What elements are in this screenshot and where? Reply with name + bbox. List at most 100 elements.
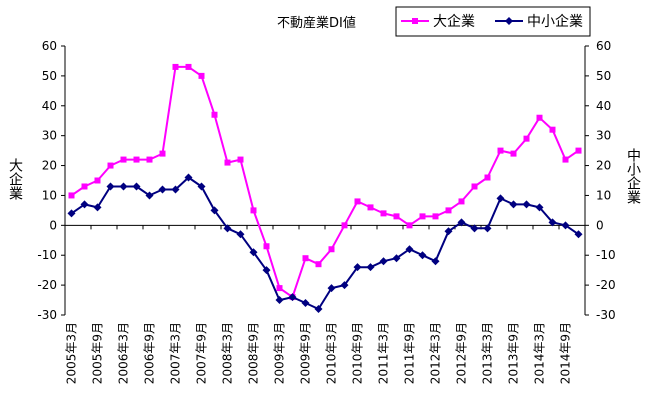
data-point-large-companies: [575, 147, 582, 154]
series-large-companies: [68, 63, 582, 301]
x-axis-tick-label: 2008年3月: [221, 322, 235, 384]
data-point-small-medium-companies: [327, 284, 336, 293]
data-point-small-medium-companies: [288, 293, 297, 302]
data-point-large-companies: [458, 198, 465, 205]
x-axis-tick-label: 2014年9月: [559, 322, 573, 384]
data-point-large-companies: [497, 147, 504, 154]
data-point-large-companies: [81, 183, 88, 190]
data-point-large-companies: [185, 63, 192, 70]
data-point-small-medium-companies: [535, 203, 544, 212]
data-point-large-companies: [172, 63, 179, 70]
data-point-large-companies: [107, 162, 114, 169]
data-point-small-medium-companies: [145, 191, 154, 200]
data-point-large-companies: [341, 222, 348, 229]
y-axis-left-tick-label: 10: [42, 188, 57, 202]
data-point-small-medium-companies: [561, 221, 570, 230]
series-small-medium-companies: [67, 173, 583, 314]
data-point-large-companies: [68, 192, 75, 199]
data-point-small-medium-companies: [106, 182, 115, 191]
y-axis-left-tick-label: 0: [49, 218, 57, 232]
data-point-large-companies: [159, 150, 166, 157]
y-axis-left-tick-label: 30: [42, 129, 57, 143]
legend: 大企業 中小企業: [395, 6, 591, 37]
y-axis-right-tick-label: 20: [596, 159, 611, 173]
data-point-large-companies: [146, 156, 153, 163]
data-point-small-medium-companies: [132, 182, 141, 191]
x-axis-tick-label: 2010年9月: [351, 322, 365, 384]
data-point-large-companies: [445, 207, 452, 214]
y-axis-right-tick-label: 50: [596, 69, 611, 83]
x-axis-tick-label: 2014年3月: [533, 322, 547, 384]
data-point-small-medium-companies: [262, 266, 271, 275]
data-point-small-medium-companies: [392, 254, 401, 263]
data-point-small-medium-companies: [470, 224, 479, 233]
data-point-large-companies: [198, 72, 205, 79]
data-point-large-companies: [367, 204, 374, 211]
series-line-small-medium-companies: [70, 176, 580, 310]
y-axis-left-tick-label: -30: [37, 308, 57, 322]
data-point-small-medium-companies: [236, 230, 245, 239]
x-axis-tick-label: 2008年9月: [247, 322, 261, 384]
data-point-small-medium-companies: [301, 299, 310, 308]
data-point-large-companies: [484, 174, 491, 181]
data-point-small-medium-companies: [275, 296, 284, 305]
data-point-small-medium-companies: [119, 182, 128, 191]
data-point-small-medium-companies: [158, 185, 167, 194]
data-point-small-medium-companies: [67, 209, 76, 218]
y-axis-left-tick-label: 50: [42, 69, 57, 83]
data-point-large-companies: [224, 159, 231, 166]
data-point-small-medium-companies: [184, 173, 193, 182]
x-axis-tick-label: 2013年3月: [481, 322, 495, 384]
data-point-large-companies: [276, 285, 283, 292]
data-point-small-medium-companies: [496, 194, 505, 203]
y-axis-right-tick-label: 40: [596, 99, 611, 113]
legend-label-small-medium-companies: 中小企業: [527, 13, 583, 30]
data-point-large-companies: [536, 114, 543, 121]
y-axis-left-tick-label: -10: [37, 248, 57, 262]
data-point-large-companies: [211, 111, 218, 118]
data-point-small-medium-companies: [405, 245, 414, 254]
data-point-large-companies: [315, 261, 322, 268]
x-axis-tick-label: 2006年9月: [143, 322, 157, 384]
data-point-large-companies: [419, 213, 426, 220]
data-point-small-medium-companies: [483, 224, 492, 233]
legend-label-large-companies: 大企業: [433, 13, 475, 30]
data-point-large-companies: [328, 246, 335, 253]
axes: 60 50 40 30 20 10 0 -10 -20 -30 60 50 40 30 20 10 0 -10 -2…: [37, 39, 615, 384]
data-point-small-medium-companies: [249, 248, 258, 257]
data-point-large-companies: [250, 207, 257, 214]
x-axis-tick-label: 2011年9月: [403, 322, 417, 384]
y-axis-left-tick-label: 60: [42, 39, 57, 53]
x-axis-tick-label: 2005年3月: [65, 322, 79, 384]
data-point-large-companies: [263, 243, 270, 250]
x-axis-tick-label: 2007年3月: [169, 322, 183, 384]
data-point-small-medium-companies: [431, 257, 440, 266]
data-point-large-companies: [432, 213, 439, 220]
data-point-small-medium-companies: [353, 263, 362, 272]
data-point-small-medium-companies: [197, 182, 206, 191]
x-axis-tick-label: 2012年3月: [429, 322, 443, 384]
x-axis-tick-label: 2011年3月: [377, 322, 391, 384]
x-axis-tick-label: 2006年3月: [117, 322, 131, 384]
data-point-small-medium-companies: [80, 200, 89, 209]
data-point-large-companies: [380, 210, 387, 217]
data-point-large-companies: [510, 150, 517, 157]
data-point-small-medium-companies: [457, 218, 466, 227]
x-axis-tick-label: 2005年9月: [91, 322, 105, 384]
data-point-small-medium-companies: [509, 200, 518, 209]
chart-title: 不動産業DI値: [277, 15, 356, 31]
data-point-small-medium-companies: [444, 227, 453, 236]
y-axis-left-tick-label: 40: [42, 99, 57, 113]
legend-marker-small-medium-companies: [505, 17, 513, 25]
y-axis-right-tick-label: -20: [596, 278, 616, 292]
series-line-large-companies: [70, 65, 580, 299]
legend-marker-large-companies: [412, 18, 418, 24]
data-point-small-medium-companies: [522, 200, 531, 209]
y-axis-right-tick-label: 60: [596, 39, 611, 53]
data-point-large-companies: [549, 126, 556, 133]
data-point-large-companies: [94, 177, 101, 184]
data-point-small-medium-companies: [171, 185, 180, 194]
data-point-large-companies: [562, 156, 569, 163]
